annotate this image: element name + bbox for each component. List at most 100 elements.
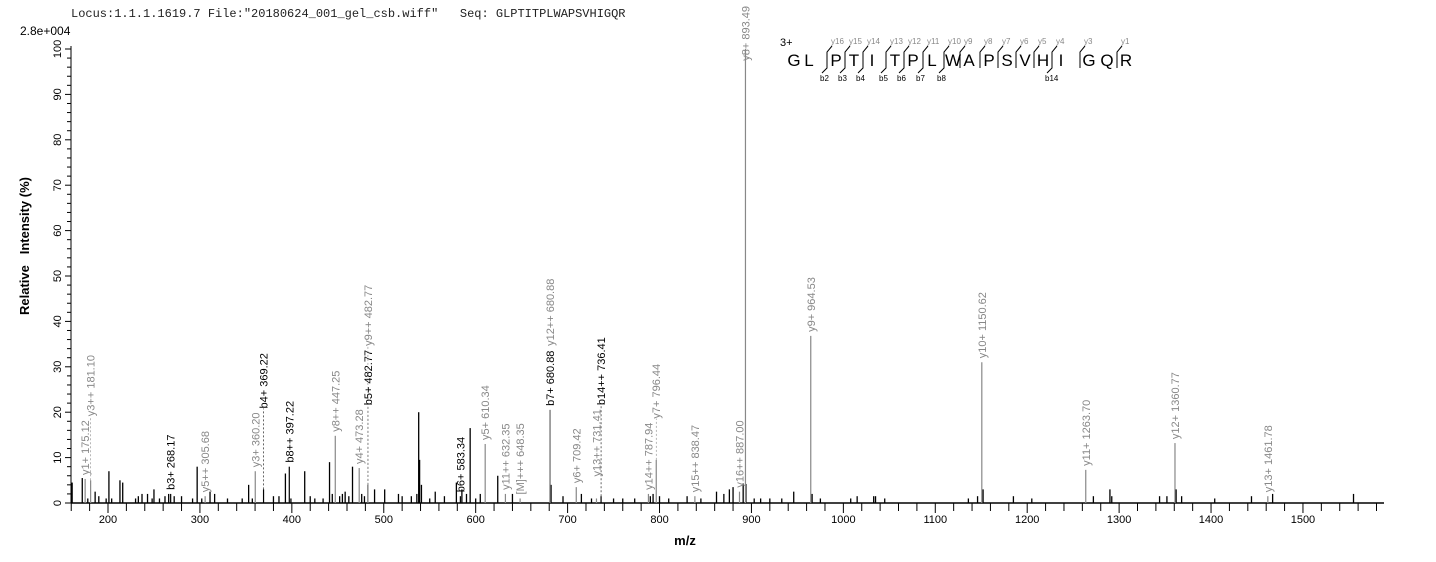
y-fragment-label: y13 xyxy=(890,37,903,46)
ion-label: b5+ 482.77 xyxy=(363,350,375,405)
residue: W xyxy=(945,51,961,70)
residue: P xyxy=(983,51,994,70)
b-cleavage-mark xyxy=(857,52,864,74)
residue: P xyxy=(907,51,918,70)
residue: I xyxy=(1059,51,1064,70)
y-fragment-label: y14 xyxy=(867,37,880,46)
peaks xyxy=(71,49,1355,503)
b-cleavage-mark xyxy=(880,52,887,74)
ion-label: y12+ 1360.77 xyxy=(1170,372,1182,439)
y-fragment-label: y6 xyxy=(1020,37,1029,46)
y-tick-label: 0 xyxy=(52,500,64,506)
residue: L xyxy=(927,51,936,70)
locus-text: Locus:1.1.1.1619.7 xyxy=(71,7,201,21)
ion-label: y9++ 482.77 xyxy=(363,285,375,346)
spectrum-header: Locus:1.1.1.1619.7 File:"20180624_001_ge… xyxy=(71,7,626,21)
y-axis-title: Relative Intensity (%) xyxy=(17,177,32,315)
y-cleavage-mark xyxy=(997,45,1004,68)
ion-label: y9+ 964.53 xyxy=(806,277,818,332)
y-fragment-label: y4 xyxy=(1056,37,1065,46)
y-fragment-label: y15 xyxy=(849,37,862,46)
peak-labels: y1+ 175.12 y3++ 181.10 b3+ 268.17 y5++ 305.… xyxy=(80,6,1275,494)
x-tick-label: 800 xyxy=(650,514,668,526)
ion-label: b14++ 736.41 xyxy=(596,337,608,405)
b-cleavage-mark xyxy=(821,52,828,74)
y-cleavage-mark xyxy=(1015,45,1022,68)
ion-label: b4+ 369.22 xyxy=(259,353,271,408)
ion-label: y16++ 887.00 xyxy=(734,420,746,487)
b-fragment-label: b8 xyxy=(937,74,946,83)
charge-state: 3+ xyxy=(780,37,793,49)
y-cleavage-mark xyxy=(1033,45,1040,68)
b-cleavage-mark xyxy=(839,52,846,74)
residue: T xyxy=(849,51,859,70)
b-fragment-label: b2 xyxy=(820,74,829,83)
residue: T xyxy=(890,51,900,70)
y-tick-label: 70 xyxy=(52,179,64,191)
x-tick-label: 1300 xyxy=(1107,514,1131,526)
residue: S xyxy=(1001,51,1012,70)
b-fragment-label: b4 xyxy=(856,74,865,83)
ion-label: y6+ 709.42 xyxy=(571,428,583,483)
x-tick-label: 1100 xyxy=(923,514,947,526)
intensity-scale-label: 2.8e+004 xyxy=(20,24,71,38)
y-tick-label: 40 xyxy=(52,315,64,327)
y-fragment-label: y8 xyxy=(984,37,993,46)
ion-label: y7+ 796.44 xyxy=(651,364,663,419)
residue: G xyxy=(1082,51,1095,70)
x-tick-label: 400 xyxy=(283,514,301,526)
y-tick-label: 10 xyxy=(52,451,64,463)
y-tick-label: 90 xyxy=(52,88,64,100)
ion-label: y13++ 731.41 xyxy=(591,409,603,476)
ion-label: y3+ 360.20 xyxy=(250,412,262,467)
residue: L xyxy=(804,51,813,70)
y-tick-label: 80 xyxy=(52,134,64,146)
b-cleavage-mark xyxy=(917,52,924,74)
y-fragment-label: y7 xyxy=(1002,37,1011,46)
residue: R xyxy=(1120,51,1132,70)
residue: G xyxy=(787,51,800,70)
y-fragment-label: y1 xyxy=(1121,37,1130,46)
residue: I xyxy=(870,51,875,70)
y-cleavage-mark xyxy=(862,45,869,68)
x-tick-label: 600 xyxy=(467,514,485,526)
residue: A xyxy=(963,51,975,70)
ion-label: y11+ 1263.70 xyxy=(1081,400,1093,466)
ion-label: b3+ 268.17 xyxy=(166,435,178,490)
x-tick-label: 1500 xyxy=(1291,514,1315,526)
x-tick-label: 700 xyxy=(558,514,576,526)
residue: Q xyxy=(1100,51,1113,70)
ion-label: y10+ 1150.62 xyxy=(977,292,989,358)
ion-label: y11++ 632.35 xyxy=(500,423,512,489)
ion-label: y15++ 838.47 xyxy=(690,425,702,492)
ion-label: y14++ 787.94 xyxy=(643,423,655,490)
residue: H xyxy=(1037,51,1049,70)
y-tick-label: 60 xyxy=(52,224,64,236)
ion-label: y3++ 181.10 xyxy=(86,355,98,416)
y-tick-label: 50 xyxy=(52,270,64,282)
y-fragment-label: y3 xyxy=(1084,37,1093,46)
y-fragment-label: y11 xyxy=(927,37,940,46)
b-cleavage-mark xyxy=(938,52,945,74)
y-cleavage-mark xyxy=(1116,45,1123,68)
b-fragment-label: b14 xyxy=(1045,74,1059,83)
y-cleavage-mark xyxy=(959,45,966,68)
file-text: File:"20180624_001_gel_csb.wiff" xyxy=(207,7,439,21)
ion-label: y8++ 447.25 xyxy=(330,371,342,432)
y-cleavage-mark xyxy=(1051,45,1058,68)
b-fragment-label: b7 xyxy=(916,74,925,83)
b-fragment-label: b5 xyxy=(879,74,888,83)
x-tick-label: 1200 xyxy=(1015,514,1039,526)
y-fragment-label: y5 xyxy=(1038,37,1047,46)
ion-label: b7+ 680.88 xyxy=(545,351,557,406)
y-tick-label: 100 xyxy=(52,40,64,58)
b-fragment-label: b3 xyxy=(838,74,847,83)
ion-label: y12++ 680.88 xyxy=(545,279,557,346)
y-tick-label: 30 xyxy=(52,361,64,373)
ion-label: y5+ 610.34 xyxy=(480,385,492,440)
y-cleavage-mark xyxy=(979,45,986,68)
x-tick-label: 200 xyxy=(99,514,117,526)
sequence-text: Seq: GLPTITPLWAPSVHIGQR xyxy=(459,7,626,21)
